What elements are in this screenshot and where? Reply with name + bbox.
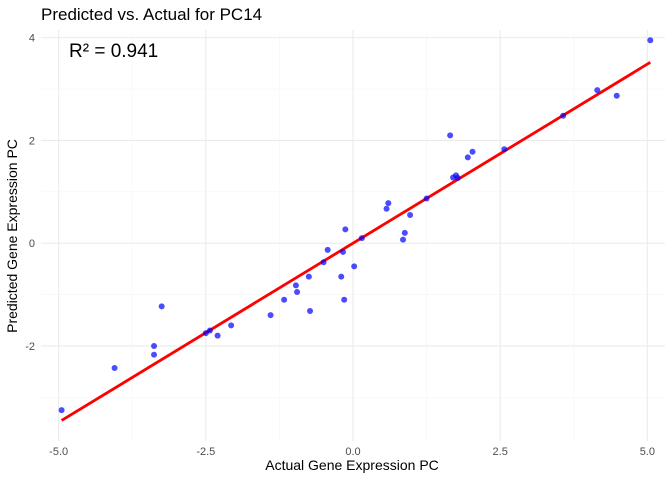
x-tick-label: -5.0: [49, 446, 68, 458]
data-point: [647, 37, 654, 44]
chart-title: Predicted vs. Actual for PC14: [41, 5, 262, 24]
data-point: [351, 263, 358, 270]
data-point: [401, 229, 408, 236]
y-tick-label: -2: [25, 341, 35, 353]
data-point: [151, 342, 158, 349]
data-point: [358, 235, 365, 242]
data-point: [158, 303, 165, 310]
data-point: [206, 327, 213, 334]
data-point: [423, 195, 430, 202]
data-point: [228, 322, 235, 329]
data-point: [292, 282, 299, 289]
data-point: [407, 211, 414, 218]
data-point: [307, 308, 314, 315]
data-point: [454, 174, 461, 181]
data-point: [324, 246, 331, 253]
y-axis-title: Predicted Gene Expression PC: [4, 139, 20, 333]
x-axis-title: Actual Gene Expression PC: [265, 457, 439, 473]
data-point: [447, 132, 454, 139]
data-point: [58, 407, 65, 414]
x-tick-label: 5.0: [640, 446, 655, 458]
y-tick-label: 4: [29, 33, 35, 45]
y-tick-label: 2: [29, 135, 35, 147]
data-point: [342, 226, 349, 233]
r-squared-annotation: R² = 0.941: [69, 41, 158, 62]
data-point: [267, 312, 274, 319]
data-point: [151, 351, 158, 358]
data-point: [383, 205, 390, 212]
data-point: [281, 296, 288, 303]
data-point: [111, 365, 118, 372]
data-point: [400, 236, 407, 243]
data-point: [338, 273, 345, 280]
data-point: [385, 200, 392, 207]
grid-lines: [41, 30, 665, 441]
data-point: [594, 87, 601, 94]
data-point: [294, 289, 301, 296]
data-point: [320, 259, 327, 266]
data-point: [341, 296, 348, 303]
x-tick-label: 2.5: [493, 446, 508, 458]
data-point: [613, 92, 620, 99]
data-point: [469, 148, 476, 155]
data-point: [501, 146, 508, 153]
data-point: [214, 332, 221, 339]
data-point: [464, 154, 471, 161]
data-point: [305, 273, 312, 280]
x-tick-label: -2.5: [196, 446, 215, 458]
data-point: [560, 112, 567, 119]
data-point: [339, 248, 346, 255]
x-tick-label: 0.0: [345, 446, 360, 458]
data-points: [58, 37, 654, 414]
y-tick-label: 0: [29, 238, 35, 250]
y-axis-ticks: -2 0 2 4: [25, 33, 35, 353]
regression-line: [60, 61, 652, 422]
x-axis-ticks: -5.0 -2.5 0.0 2.5 5.0: [49, 446, 655, 458]
